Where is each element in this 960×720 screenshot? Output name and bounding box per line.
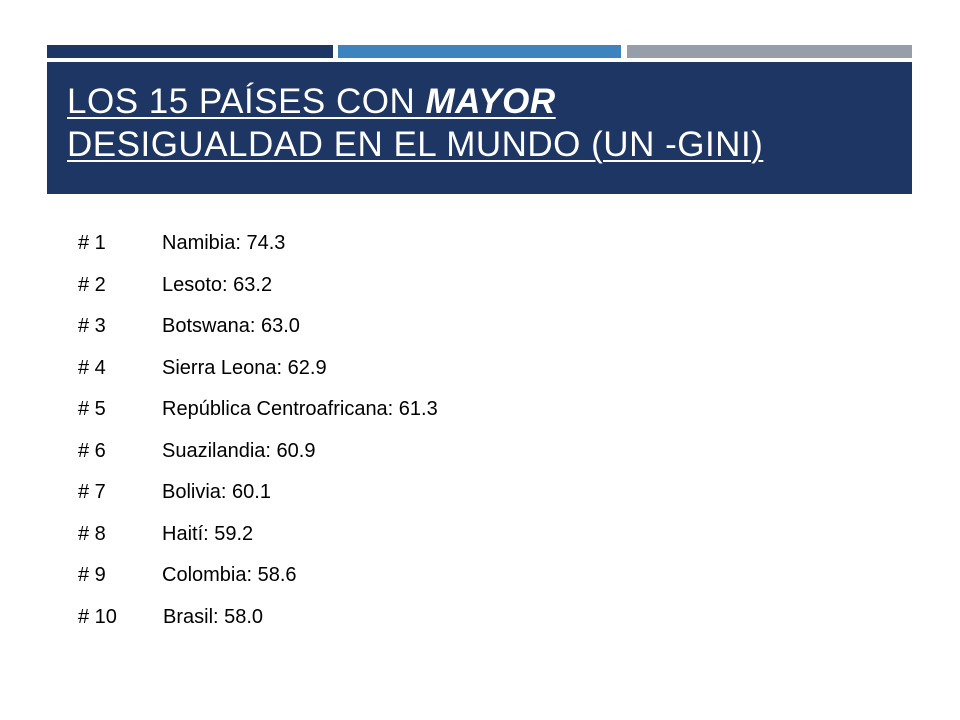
country-entry: Botswana: 63.0: [162, 315, 300, 337]
title-emphasis: MAYOR: [425, 82, 556, 121]
list-item: # 4 Sierra Leona: 62.9: [78, 348, 438, 390]
accent-bar-gray: [627, 45, 912, 58]
country-entry: Colombia: 58.6: [162, 564, 297, 586]
country-entry: Sierra Leona: 62.9: [162, 356, 327, 379]
list-item: # 3 Botswana: 63.0: [78, 306, 438, 348]
rank-label: # 5: [78, 398, 106, 420]
rank-label: # 10: [78, 605, 117, 628]
country-entry: Haití: 59.2: [162, 522, 254, 545]
list-item: # 9 Colombia: 58.6: [78, 555, 438, 597]
rank-label: # 8: [78, 522, 106, 545]
country-entry: Lesoto: 63.2: [162, 273, 273, 296]
rank-label: # 2: [78, 273, 106, 296]
rank-label: # 4: [78, 356, 106, 379]
title-prefix: LOS 15 PAÍSES CON: [67, 82, 426, 121]
slide-title: LOS 15 PAÍSES CON MAYOR DESIGUALDAD EN E…: [67, 80, 763, 166]
list-item: # 8 Haití: 59.2: [78, 514, 438, 556]
list-item: # 1 Namibia: 74.3: [78, 223, 438, 265]
country-entry: Brasil: 58.0: [163, 605, 264, 628]
country-entry: Suazilandia: 60.9: [162, 439, 316, 462]
list-item: # 7 Bolivia: 60.1: [78, 472, 438, 514]
country-list: # 1 Namibia: 74.3 # 2 Lesoto: 63.2 # 3 Bots…: [78, 223, 438, 638]
rank-label: # 3: [78, 315, 106, 337]
country-entry: República Centroafricana: 61.3: [162, 398, 438, 420]
rank-label: # 7: [78, 481, 106, 503]
list-item: # 10 Brasil: 58.0: [78, 597, 438, 639]
accent-bar-dark: [47, 45, 333, 58]
title-band: LOS 15 PAÍSES CON MAYOR DESIGUALDAD EN E…: [47, 62, 912, 194]
rank-label: # 6: [78, 439, 106, 462]
rank-label: # 9: [78, 564, 106, 586]
list-item: # 5 República Centroafricana: 61.3: [78, 389, 438, 431]
country-entry: Namibia: 74.3: [162, 232, 286, 254]
list-item: # 2 Lesoto: 63.2: [78, 265, 438, 307]
list-item: # 6 Suazilandia: 60.9: [78, 431, 438, 473]
accent-bar-blue: [338, 45, 621, 58]
country-entry: Bolivia: 60.1: [162, 481, 271, 503]
title-line-2: DESIGUALDAD EN EL MUNDO (UN -GINI): [67, 125, 764, 164]
rank-label: # 1: [78, 232, 106, 254]
